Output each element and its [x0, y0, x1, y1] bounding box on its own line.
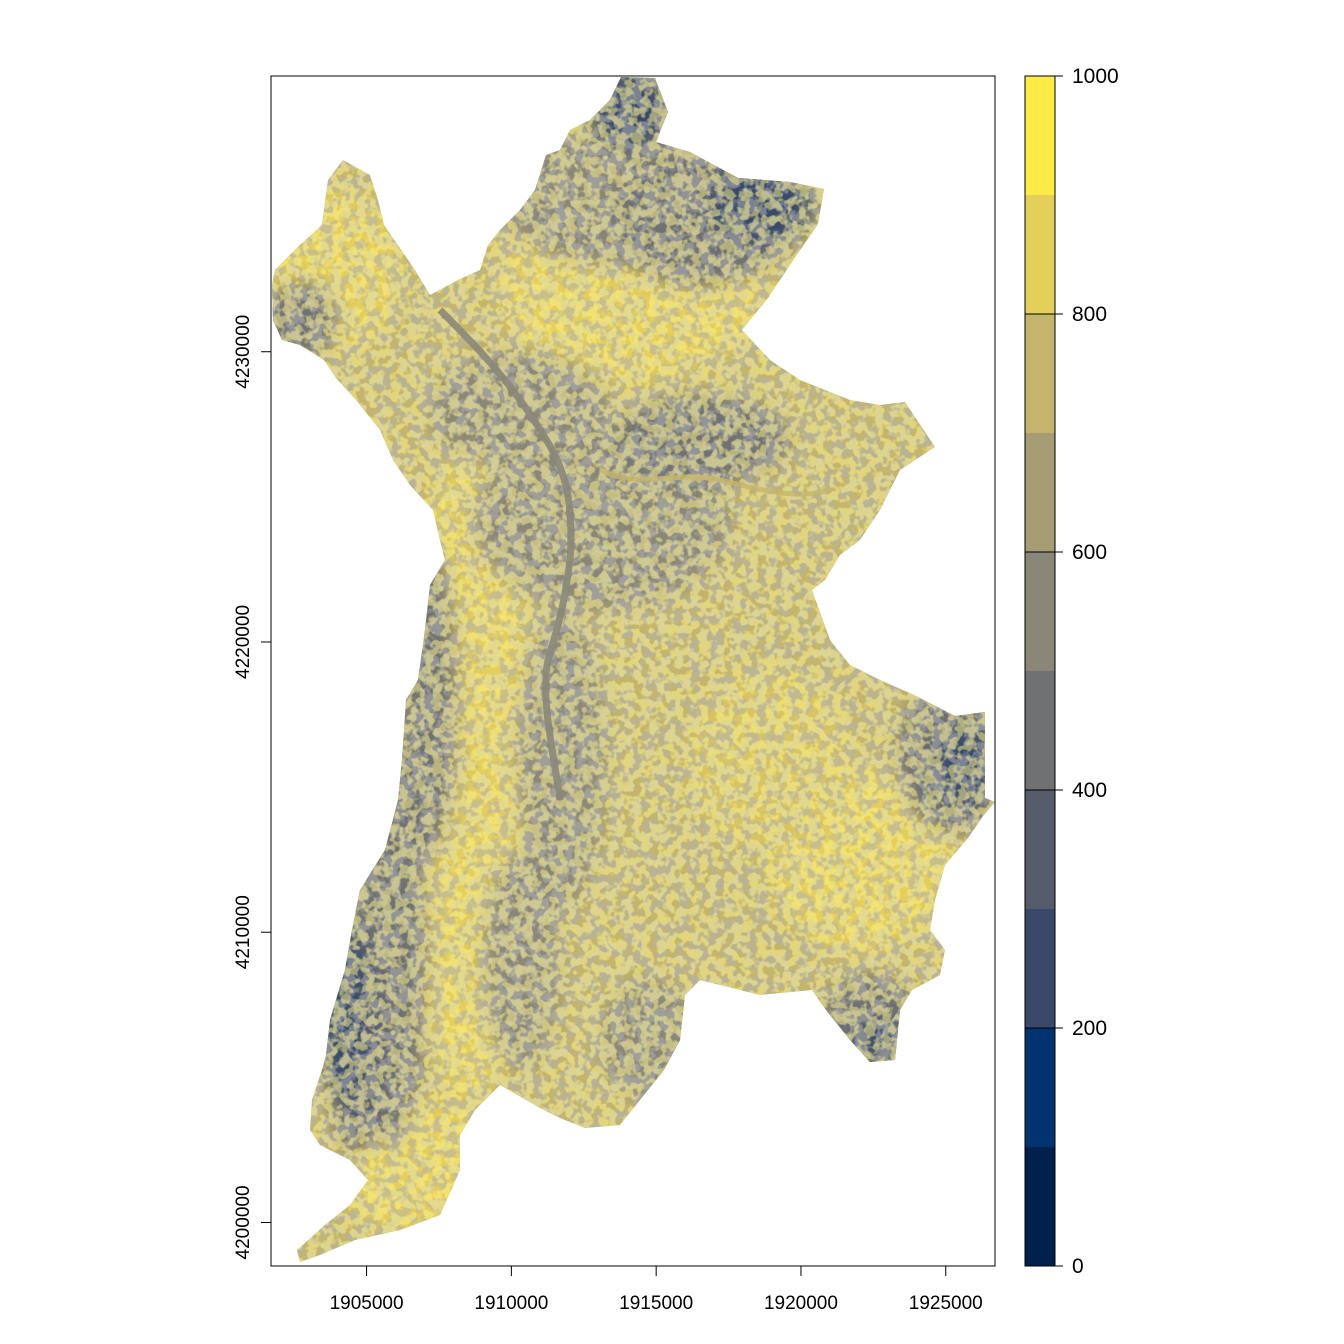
legend-swatch: [1025, 76, 1055, 195]
y-tick-label: 4210000: [233, 895, 254, 969]
legend-swatch: [1025, 552, 1055, 671]
x-axis: 1905000 1910000 1915000 1920000 1925000: [330, 1266, 983, 1314]
legend-swatch: [1025, 790, 1055, 909]
y-axis: 4200000 4210000 4220000 4230000: [233, 315, 271, 1259]
legend-label: 0: [1072, 1255, 1084, 1278]
x-tick-label: 1915000: [619, 1293, 693, 1314]
legend-swatch: [1025, 195, 1055, 314]
legend-label: 400: [1072, 779, 1107, 802]
legend-swatch: [1025, 1028, 1055, 1147]
legend-swatch: [1025, 909, 1055, 1028]
river-tributary: [598, 467, 831, 497]
y-tick-label: 4220000: [233, 605, 254, 679]
plot-frame: [270, 75, 996, 1267]
y-tick-label: 4200000: [233, 1185, 254, 1259]
legend-label: 1000: [1072, 65, 1119, 88]
color-legend: 0 200 400 600 800 1000: [1024, 65, 1119, 1278]
legend-swatch: [1025, 1147, 1055, 1266]
legend-label: 200: [1072, 1017, 1107, 1040]
legend-swatch: [1025, 433, 1055, 552]
y-tick-label: 4230000: [233, 315, 254, 389]
x-tick-label: 1910000: [474, 1293, 548, 1314]
legend-swatch: [1025, 671, 1055, 790]
x-tick-label: 1920000: [764, 1293, 838, 1314]
legend-label: 800: [1072, 303, 1107, 326]
raster-texture-bright: [272, 77, 995, 1262]
river-channel: [437, 307, 575, 801]
x-tick-label: 1925000: [909, 1293, 983, 1314]
x-tick-label: 1905000: [330, 1293, 404, 1314]
legend-label: 600: [1072, 541, 1107, 564]
raster-surface: [272, 77, 995, 1262]
legend-swatch: [1025, 314, 1055, 433]
